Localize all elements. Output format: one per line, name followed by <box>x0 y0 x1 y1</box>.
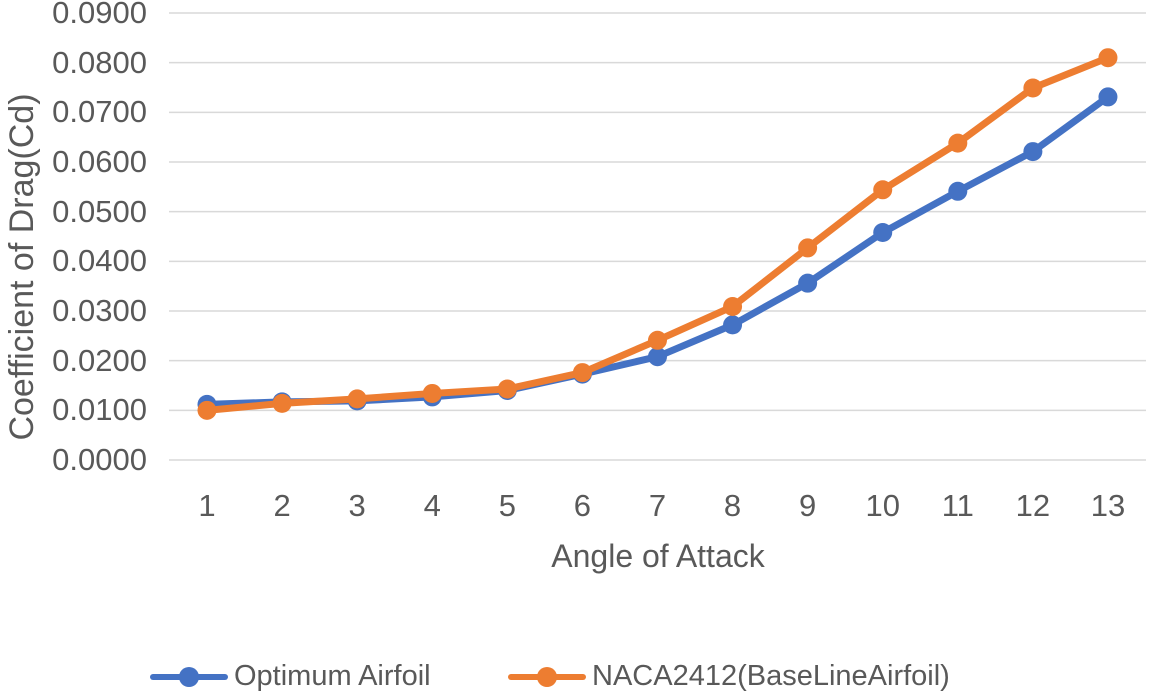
y-tick-label: 0.0900 <box>52 0 147 30</box>
series-marker <box>948 181 968 201</box>
legend-item: Optimum Airfoil <box>150 661 431 692</box>
x-tick-label: 12 <box>1015 488 1051 523</box>
legend-marker-icon <box>537 666 557 687</box>
x-tick-label: 11 <box>941 488 974 523</box>
series-marker <box>197 400 217 420</box>
y-tick-label: 0.0200 <box>52 342 147 378</box>
legend-line-marker-swatch <box>150 666 228 687</box>
x-tick-label: 10 <box>865 488 900 523</box>
series-marker <box>1098 87 1118 107</box>
y-tick-label: 0.0500 <box>52 193 147 229</box>
chart-legend: Optimum Airfoil NACA2412(BaseLineAirfoil) <box>0 661 1150 693</box>
x-tick-label: 5 <box>498 488 516 523</box>
y-tick-label: 0.0800 <box>52 44 147 80</box>
y-tick-label: 0.0300 <box>52 292 147 328</box>
x-tick-label: 3 <box>348 488 366 523</box>
y-axis-tick-labels: 0.0000 0.0100 0.0200 0.0300 0.0400 0.0500 0.06… <box>0 0 147 560</box>
series-marker <box>347 389 367 409</box>
series-marker <box>1023 142 1043 162</box>
legend-label: NACA2412(BaseLineAirfoil) <box>592 660 950 692</box>
series-marker <box>1023 78 1043 98</box>
x-tick-label: 1 <box>198 488 216 523</box>
series-marker <box>647 347 667 367</box>
x-tick-label: 7 <box>648 488 667 523</box>
legend-label: Optimum Airfoil <box>234 660 431 692</box>
legend-item: NACA2412(BaseLineAirfoil) <box>508 661 950 692</box>
legend-marker-icon <box>179 666 199 687</box>
y-tick-label: 0.0100 <box>52 392 147 428</box>
series-marker <box>798 273 818 293</box>
x-tick-label: 9 <box>799 488 817 523</box>
x-tick-label: 2 <box>273 488 291 523</box>
plot-area <box>169 12 1146 461</box>
series-marker <box>647 330 667 350</box>
series-marker <box>798 238 818 258</box>
y-tick-label: 0.0000 <box>52 442 147 477</box>
series-marker <box>497 379 517 399</box>
y-tick-label: 0.0700 <box>52 94 147 130</box>
x-tick-label: 6 <box>573 488 592 523</box>
x-axis-tick-labels: 1 2 3 4 5 6 7 8 9 10 11 12 13 <box>0 489 1150 525</box>
series-marker <box>948 133 968 153</box>
series-marker <box>873 223 893 243</box>
series-marker <box>723 297 743 317</box>
x-axis-title: Angle of Attack <box>551 538 765 574</box>
series-marker <box>572 363 592 383</box>
x-tick-label: 8 <box>723 488 742 523</box>
series-marker <box>272 393 292 413</box>
series-marker <box>873 180 893 200</box>
x-tick-label: 13 <box>1090 488 1126 523</box>
series-marker <box>723 315 743 335</box>
x-tick-label: 4 <box>423 488 441 523</box>
legend-line-marker-swatch <box>508 666 586 687</box>
series-marker <box>1098 48 1118 68</box>
y-tick-label: 0.0400 <box>52 243 147 279</box>
series-marker <box>422 383 442 403</box>
y-tick-label: 0.0600 <box>52 143 147 179</box>
